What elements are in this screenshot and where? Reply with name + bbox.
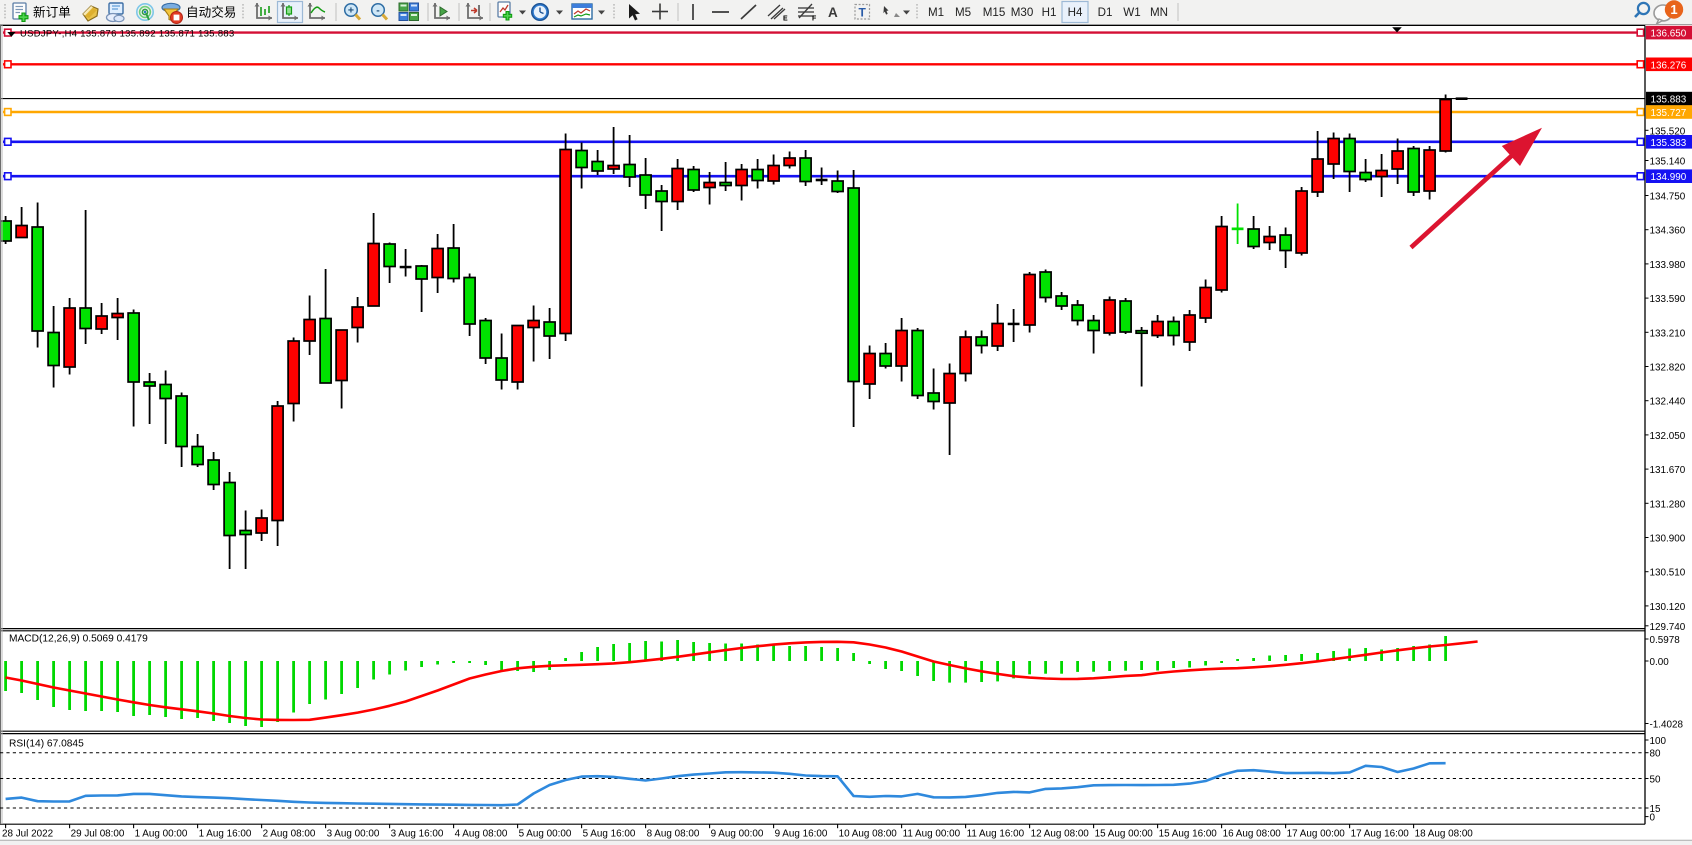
svg-text:28 Jul 2022: 28 Jul 2022 bbox=[2, 829, 53, 840]
svg-text:130.510: 130.510 bbox=[1650, 568, 1686, 579]
svg-text:5 Aug 00:00: 5 Aug 00:00 bbox=[519, 829, 572, 840]
svg-text:133.980: 133.980 bbox=[1650, 260, 1686, 271]
svg-text:11 Aug 16:00: 11 Aug 16:00 bbox=[967, 829, 1025, 840]
svg-text:4 Aug 08:00: 4 Aug 08:00 bbox=[455, 829, 508, 840]
svg-text:17 Aug 16:00: 17 Aug 16:00 bbox=[1351, 829, 1410, 840]
svg-text:+: + bbox=[348, 5, 354, 17]
svg-text:80: 80 bbox=[1650, 749, 1661, 760]
svg-text:3 Aug 16:00: 3 Aug 16:00 bbox=[391, 829, 444, 840]
svg-text:1 Aug 16:00: 1 Aug 16:00 bbox=[199, 829, 252, 840]
svg-text:W1: W1 bbox=[1123, 6, 1140, 19]
svg-text:RSI(14) 67.0845: RSI(14) 67.0845 bbox=[9, 739, 84, 750]
svg-text:130.120: 130.120 bbox=[1650, 602, 1686, 613]
svg-text:18 Aug 08:00: 18 Aug 08:00 bbox=[1415, 829, 1474, 840]
svg-text:17 Aug 00:00: 17 Aug 00:00 bbox=[1287, 829, 1346, 840]
svg-text:11 Aug 00:00: 11 Aug 00:00 bbox=[903, 829, 961, 840]
svg-text:2 Aug 08:00: 2 Aug 08:00 bbox=[263, 829, 316, 840]
svg-text:100: 100 bbox=[1650, 736, 1667, 747]
svg-text:H1: H1 bbox=[1042, 6, 1057, 19]
svg-text:12 Aug 08:00: 12 Aug 08:00 bbox=[1031, 829, 1090, 840]
svg-text:15: 15 bbox=[1650, 804, 1661, 815]
svg-text:133.210: 133.210 bbox=[1650, 328, 1686, 339]
svg-text:134.360: 134.360 bbox=[1650, 226, 1686, 237]
svg-text:29 Jul 08:00: 29 Jul 08:00 bbox=[71, 829, 125, 840]
svg-text:T: T bbox=[859, 6, 867, 20]
svg-text:MACD(12,26,9) 0.5069 0.4179: MACD(12,26,9) 0.5069 0.4179 bbox=[9, 634, 148, 645]
svg-text:自动交易: 自动交易 bbox=[186, 5, 236, 20]
svg-text:MN: MN bbox=[1150, 6, 1168, 19]
svg-text:135.727: 135.727 bbox=[1651, 108, 1687, 119]
svg-text:50: 50 bbox=[1650, 775, 1661, 786]
svg-text:15 Aug 16:00: 15 Aug 16:00 bbox=[1159, 829, 1218, 840]
svg-text:M5: M5 bbox=[955, 6, 971, 19]
svg-text:0: 0 bbox=[1650, 813, 1656, 824]
svg-text:132.820: 132.820 bbox=[1650, 363, 1686, 374]
svg-text:9 Aug 16:00: 9 Aug 16:00 bbox=[775, 829, 828, 840]
svg-text:133.590: 133.590 bbox=[1650, 294, 1686, 305]
svg-text:9 Aug 00:00: 9 Aug 00:00 bbox=[711, 829, 764, 840]
svg-text:15 Aug 00:00: 15 Aug 00:00 bbox=[1095, 829, 1154, 840]
svg-text:1 Aug 00:00: 1 Aug 00:00 bbox=[135, 829, 188, 840]
svg-text:134.990: 134.990 bbox=[1651, 172, 1687, 183]
svg-text:136.276: 136.276 bbox=[1651, 60, 1687, 71]
svg-text:134.750: 134.750 bbox=[1650, 192, 1686, 203]
svg-text:132.440: 132.440 bbox=[1650, 397, 1686, 408]
svg-text:129.740: 129.740 bbox=[1650, 622, 1686, 633]
svg-text:E: E bbox=[783, 16, 788, 23]
svg-text:130.900: 130.900 bbox=[1650, 534, 1686, 545]
svg-text:USDJPY-,H4 135.876 135.892 13: USDJPY-,H4 135.876 135.892 135.871 135.8… bbox=[20, 28, 235, 39]
svg-text:1: 1 bbox=[1670, 2, 1677, 17]
svg-text:135.140: 135.140 bbox=[1650, 157, 1686, 168]
svg-text:M30: M30 bbox=[1011, 6, 1034, 19]
svg-text:131.280: 131.280 bbox=[1650, 499, 1686, 510]
svg-text:5 Aug 16:00: 5 Aug 16:00 bbox=[583, 829, 636, 840]
svg-text:132.050: 132.050 bbox=[1650, 431, 1686, 442]
svg-text:135.520: 135.520 bbox=[1650, 126, 1686, 137]
svg-text:8 Aug 08:00: 8 Aug 08:00 bbox=[647, 829, 700, 840]
svg-text:3 Aug 00:00: 3 Aug 00:00 bbox=[327, 829, 380, 840]
svg-text:新订单: 新订单 bbox=[33, 5, 71, 20]
svg-text:16 Aug 08:00: 16 Aug 08:00 bbox=[1223, 829, 1282, 840]
svg-text:-: - bbox=[376, 5, 380, 17]
svg-text:135.883: 135.883 bbox=[1651, 95, 1687, 106]
svg-text:M1: M1 bbox=[928, 6, 944, 19]
svg-text:H4: H4 bbox=[1068, 6, 1083, 19]
svg-text:D1: D1 bbox=[1098, 6, 1113, 19]
svg-text:F: F bbox=[812, 16, 817, 23]
svg-text:M15: M15 bbox=[983, 6, 1006, 19]
svg-text:0.5978: 0.5978 bbox=[1650, 635, 1681, 646]
svg-text:131.670: 131.670 bbox=[1650, 465, 1686, 476]
svg-text:136.650: 136.650 bbox=[1651, 29, 1687, 40]
svg-text:135.383: 135.383 bbox=[1651, 138, 1687, 149]
svg-text:10 Aug 08:00: 10 Aug 08:00 bbox=[839, 829, 898, 840]
svg-text:A: A bbox=[828, 5, 838, 20]
svg-text:0.00: 0.00 bbox=[1650, 657, 1670, 668]
svg-text:-1.4028: -1.4028 bbox=[1650, 720, 1684, 731]
